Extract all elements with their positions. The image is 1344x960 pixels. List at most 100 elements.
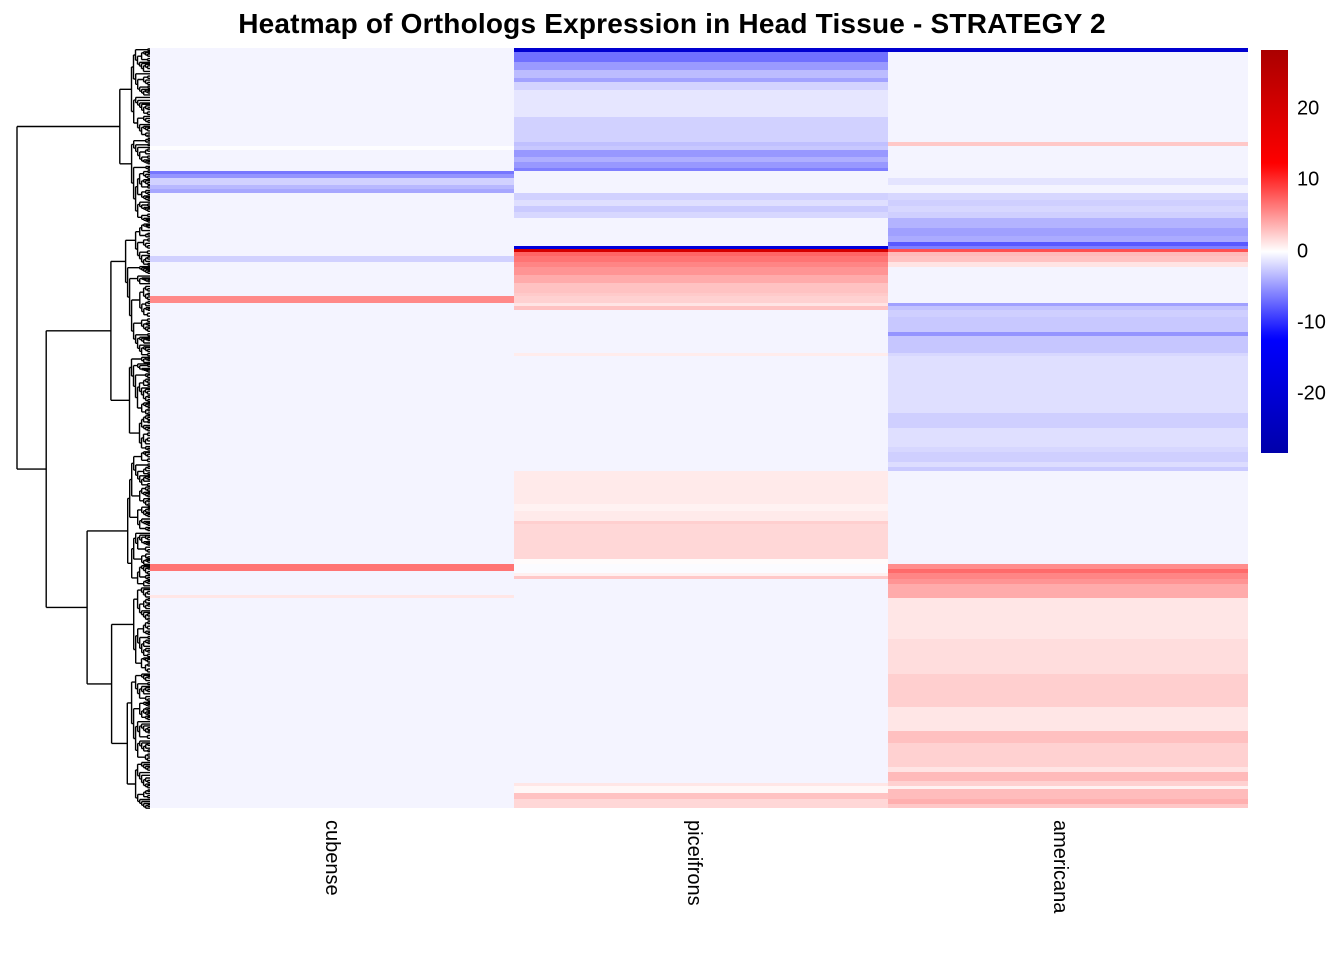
heatmap-cell [514,452,888,463]
heatmap-cell [514,255,888,262]
heatmap-cell [888,799,1248,805]
heatmap-cell [150,217,514,228]
heatmap-cell [888,173,1248,178]
heatmap-cell [514,274,888,283]
heatmap-cell [150,452,514,463]
heatmap-cell [150,167,514,171]
heatmap-cell [514,309,888,317]
heatmap-cell [888,217,1248,228]
heatmap-cell [888,331,1248,336]
heatmap-cell [888,177,1248,185]
heatmap-cell [514,51,888,62]
heatmap-cell [888,467,1248,472]
heatmap-cell [888,504,1248,512]
heatmap-cell [514,173,888,178]
heatmap-cell [150,305,514,310]
heatmap-cell [888,598,1248,640]
heatmap-cell [514,743,888,768]
heatmap-cell [514,799,888,805]
heatmap-cell [150,786,514,790]
heatmap-cell [888,452,1248,463]
heatmap-cell [150,584,514,596]
heatmap-cell [150,245,514,249]
heatmap-grid [150,48,1248,809]
heatmap-cell [888,261,1248,267]
heatmap-cell [888,595,1248,599]
heatmap-cell [514,584,888,596]
heatmap-cell [514,292,888,296]
heatmap-cell [150,595,514,599]
column-label-piceifrons: piceifrons [683,820,705,906]
heatmap-cell [888,427,1248,447]
heatmap-cell [150,564,514,570]
colorbar-gradient [1261,50,1288,453]
heatmap-cell [514,731,888,744]
heatmap-cell [150,235,514,242]
heatmap-cell [888,793,1248,800]
heatmap-cell [888,309,1248,317]
heatmap-cell [514,48,888,52]
heatmap-cell [888,579,1248,585]
heatmap-cell [888,282,1248,293]
heatmap-cell [150,89,514,117]
heatmap-cell [150,145,514,150]
heatmap-cell [888,772,1248,782]
heatmap-cell [888,412,1248,428]
heatmap-cell [150,559,514,565]
heatmap-cell [514,674,888,708]
heatmap-cell [514,595,888,599]
colorbar-tick-label: 0 [1297,240,1309,262]
heatmap-cell [514,511,888,522]
heatmap-cell [150,789,514,794]
heatmap-cell [514,524,888,560]
heatmap-cell [514,245,888,249]
heatmap-cell [888,639,1248,675]
heatmap-cell [888,255,1248,262]
heatmap-cell [514,81,888,90]
heatmap-cell [150,211,514,218]
colorbar-tick-label: 20 [1297,97,1320,120]
heatmap-cell [150,77,514,82]
heatmap-cell [888,235,1248,242]
heatmap-cell [150,335,514,353]
heatmap-cell [514,781,888,784]
heatmap-cell [888,316,1248,332]
heatmap-cell [514,352,888,356]
heatmap-cell [888,462,1248,468]
heatmap-cell [150,282,514,293]
heatmap-cell [514,149,888,157]
heatmap-cell [514,559,888,565]
heatmap-cell [150,579,514,585]
heatmap-cell [150,504,514,512]
heatmap-cell [888,767,1248,773]
heatmap-cell [150,352,514,356]
heatmap-cell [150,569,514,572]
heatmap-cell [514,261,888,267]
heatmap-column-cubense [150,48,514,809]
heatmap-cell [514,598,888,640]
heatmap-cell [888,295,1248,303]
colorbar-tick-label: -20 [1297,382,1326,405]
heatmap-cell [150,248,514,252]
heatmap-cell [888,292,1248,296]
heatmap-cell [150,799,514,805]
heatmap-cell [514,177,888,185]
heatmap-cell [888,77,1248,82]
heatmap-cell [514,69,888,78]
heatmap-cell [888,245,1248,249]
heatmap-cell [888,199,1248,206]
heatmap-cell [150,61,514,70]
heatmap-cell [150,161,514,168]
heatmap-cell [888,731,1248,744]
heatmap-cell [514,571,888,574]
heatmap-cell [888,81,1248,90]
heatmap-cell [150,743,514,768]
heatmap-cell [888,521,1248,525]
heatmap-cell [150,227,514,236]
heatmap-column-piceifrons [514,48,888,809]
heatmap-cell [888,241,1248,246]
heatmap-cell [150,804,514,809]
heatmap-cell [514,331,888,336]
heatmap-cell [514,156,888,162]
